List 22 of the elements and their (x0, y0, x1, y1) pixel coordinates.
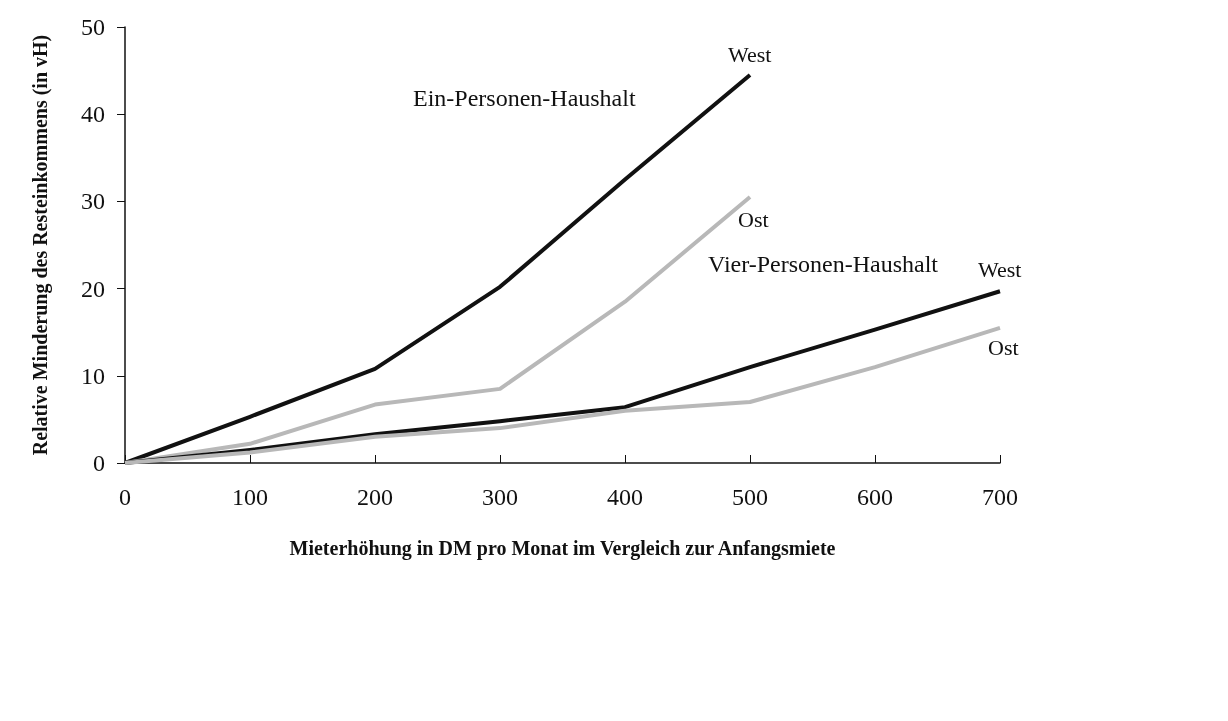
y-tick-label: 40 (81, 101, 105, 128)
y-tick-label: 10 (81, 362, 105, 389)
x-tick-label: 400 (607, 484, 643, 510)
series-label: Ost (988, 335, 1019, 361)
x-tick-label: 300 (482, 484, 518, 510)
x-tick-label: 0 (119, 484, 131, 510)
series-label: West (978, 256, 1022, 282)
x-tick-label: 200 (357, 484, 393, 510)
annotation: Vier-Personen-Haushalt (708, 251, 939, 277)
x-tick-label: 500 (732, 484, 768, 510)
series-label: Ost (738, 206, 769, 232)
y-axis-title: Relative Minderung des Resteinkommens (in vH) (29, 34, 52, 456)
x-tick-label: 700 (982, 484, 1018, 510)
x-tick-label: 100 (232, 484, 268, 510)
x-axis-title: Mieterhöhung in DM pro Monat im Vergleich zur Anfangsmiete (289, 537, 836, 560)
x-tick-label: 600 (857, 484, 893, 510)
y-tick-label: 20 (81, 275, 105, 302)
series-label: West (728, 42, 772, 68)
y-tick-label: 50 (81, 14, 105, 40)
y-tick-label: 0 (93, 450, 105, 476)
y-tick-label: 30 (81, 188, 105, 215)
annotation: Ein-Personen-Haushalt (413, 85, 636, 111)
